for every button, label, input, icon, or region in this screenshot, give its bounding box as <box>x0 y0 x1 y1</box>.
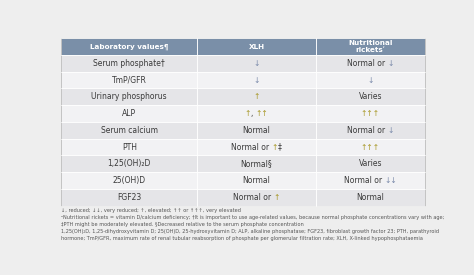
Text: ↑: ↑ <box>245 109 251 118</box>
Text: ↑↑: ↑↑ <box>256 109 268 118</box>
Text: ↓: ↓ <box>367 76 374 85</box>
Bar <box>316 122 425 139</box>
Text: ,: , <box>251 109 256 118</box>
Bar <box>316 89 425 105</box>
Text: ↑: ↑ <box>273 193 280 202</box>
Bar <box>61 155 198 172</box>
Text: Varies: Varies <box>358 159 382 168</box>
Bar <box>198 105 316 122</box>
Text: Urinary phosphorus: Urinary phosphorus <box>91 92 167 101</box>
Bar <box>316 105 425 122</box>
Text: 1,25(OH)₂D, 1,25-dihydroxyvitamin D; 25(OH)D, 25-hydroxyvitamin D; ALP, alkaline: 1,25(OH)₂D, 1,25-dihydroxyvitamin D; 25(… <box>61 229 439 234</box>
Text: Serum phosphate†: Serum phosphate† <box>93 59 165 68</box>
Bar <box>61 55 198 72</box>
Bar <box>198 139 316 155</box>
Bar <box>61 38 198 55</box>
Text: ↑↑↑: ↑↑↑ <box>361 109 380 118</box>
Bar <box>198 189 316 206</box>
Bar <box>61 105 198 122</box>
Text: PTH: PTH <box>122 142 137 152</box>
Bar <box>198 172 316 189</box>
Bar <box>61 89 198 105</box>
Text: Normal or: Normal or <box>233 193 273 202</box>
Text: Laboratory values¶: Laboratory values¶ <box>90 43 169 50</box>
Text: FGF23: FGF23 <box>117 193 141 202</box>
Text: ‡PTH might be moderately elevated. §Decreased relative to the serum phosphate co: ‡PTH might be moderately elevated. §Decr… <box>61 222 304 227</box>
Bar <box>198 89 316 105</box>
Bar <box>61 189 198 206</box>
Text: Normal§: Normal§ <box>241 159 273 168</box>
Bar <box>316 189 425 206</box>
Text: Normal: Normal <box>243 126 271 135</box>
Text: Normal or: Normal or <box>344 176 384 185</box>
Text: ‡: ‡ <box>278 142 282 152</box>
Text: XLH: XLH <box>248 44 264 50</box>
Text: Serum calcium: Serum calcium <box>101 126 158 135</box>
Text: ↓: ↓ <box>254 76 260 85</box>
Bar <box>316 155 425 172</box>
Text: Normal or: Normal or <box>231 142 272 152</box>
Text: ↓: ↓ <box>387 126 393 135</box>
Bar <box>61 122 198 139</box>
Text: TmP/GFR: TmP/GFR <box>112 76 147 85</box>
Text: Normal or: Normal or <box>347 59 387 68</box>
Bar <box>316 72 425 89</box>
Bar <box>316 172 425 189</box>
Bar <box>198 55 316 72</box>
Text: ↓, reduced; ↓↓, very reduced; ↑, elevated; ↑↑ or ↑↑↑, very elevated: ↓, reduced; ↓↓, very reduced; ↑, elevate… <box>61 208 241 213</box>
Text: Varies: Varies <box>358 92 382 101</box>
Bar <box>198 122 316 139</box>
Text: ↓: ↓ <box>254 59 260 68</box>
Bar <box>198 38 316 55</box>
Bar <box>198 155 316 172</box>
Bar <box>61 38 425 206</box>
Bar <box>61 139 198 155</box>
Text: 1,25(OH)₂D: 1,25(OH)₂D <box>108 159 151 168</box>
Bar <box>61 72 198 89</box>
Text: ᵃNutritional rickets = vitamin D/calcium deficiency; †It is important to use age: ᵃNutritional rickets = vitamin D/calcium… <box>61 215 444 220</box>
Text: hormone; TmP/GFR, maximum rate of renal tubular reabsorption of phosphate per gl: hormone; TmP/GFR, maximum rate of renal … <box>61 236 423 241</box>
Text: Nutritional
ricketsʹ: Nutritional ricketsʹ <box>348 40 392 53</box>
Text: Normal or: Normal or <box>347 126 387 135</box>
Bar <box>198 72 316 89</box>
Bar <box>316 139 425 155</box>
Text: Normal: Normal <box>356 193 384 202</box>
Text: ↓: ↓ <box>387 59 393 68</box>
Text: ↑: ↑ <box>272 142 278 152</box>
Text: ↓↓: ↓↓ <box>384 176 397 185</box>
Text: 25(OH)D: 25(OH)D <box>113 176 146 185</box>
Text: ↑: ↑ <box>254 92 260 101</box>
Text: Normal: Normal <box>243 176 271 185</box>
Text: ALP: ALP <box>122 109 137 118</box>
Bar <box>61 172 198 189</box>
Bar <box>316 38 425 55</box>
Bar <box>316 55 425 72</box>
Text: ↑↑↑: ↑↑↑ <box>361 142 380 152</box>
